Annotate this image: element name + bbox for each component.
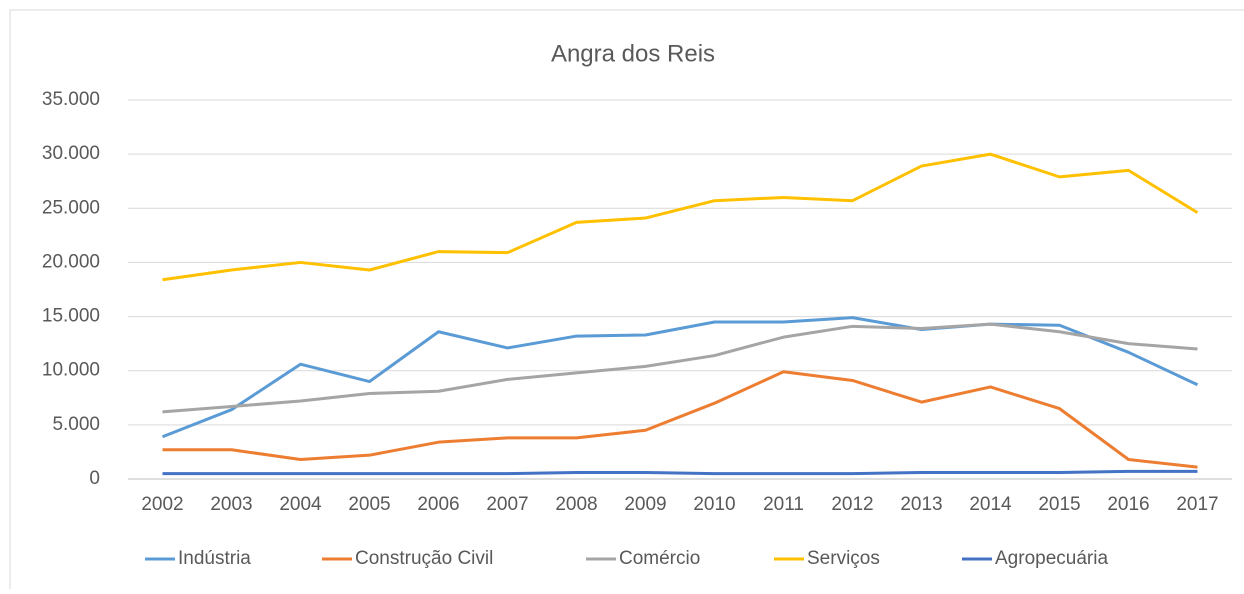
chart-title: Angra dos Reis <box>551 40 715 67</box>
x-tick-label: 2011 <box>763 494 804 515</box>
x-tick-label: 2014 <box>969 494 1012 515</box>
x-tick-label: 2003 <box>210 494 252 515</box>
x-tick-label: 2012 <box>831 494 873 515</box>
legend-label: Construção Civil <box>355 548 493 569</box>
series-line <box>162 152 1199 282</box>
chart-frame <box>9 9 1244 594</box>
x-tick-label: 2015 <box>1038 494 1080 515</box>
y-tick-label: 15.000 <box>42 306 100 327</box>
legend-label: Serviços <box>807 548 880 569</box>
x-tick-label: 2017 <box>1176 494 1218 515</box>
x-tick-label: 2006 <box>417 494 459 515</box>
x-tick-label: 2010 <box>693 494 735 515</box>
y-tick-label: 35.000 <box>42 89 100 110</box>
x-tick-label: 2005 <box>348 494 390 515</box>
x-tick-label: 2016 <box>1107 494 1149 515</box>
y-tick-label: 5.000 <box>52 414 100 435</box>
x-tick-label: 2004 <box>279 494 322 515</box>
legend-label: Indústria <box>178 548 251 569</box>
y-tick-label: 25.000 <box>42 197 100 218</box>
legend-label: Comércio <box>619 548 700 569</box>
series-line <box>162 322 1198 414</box>
series-line <box>162 469 1198 476</box>
x-tick-label: 2013 <box>900 494 942 515</box>
y-tick-label: 20.000 <box>42 251 100 272</box>
series-line <box>161 316 1199 439</box>
y-tick-label: 30.000 <box>42 143 100 164</box>
series-line <box>162 370 1198 469</box>
y-tick-label: 0 <box>89 468 100 489</box>
x-tick-label: 2008 <box>555 494 597 515</box>
y-tick-label: 10.000 <box>42 360 100 381</box>
x-tick-label: 2009 <box>624 494 666 515</box>
legend-label: Agropecuária <box>995 548 1108 569</box>
x-tick-label: 2002 <box>141 494 183 515</box>
x-tick-label: 2007 <box>486 494 528 515</box>
